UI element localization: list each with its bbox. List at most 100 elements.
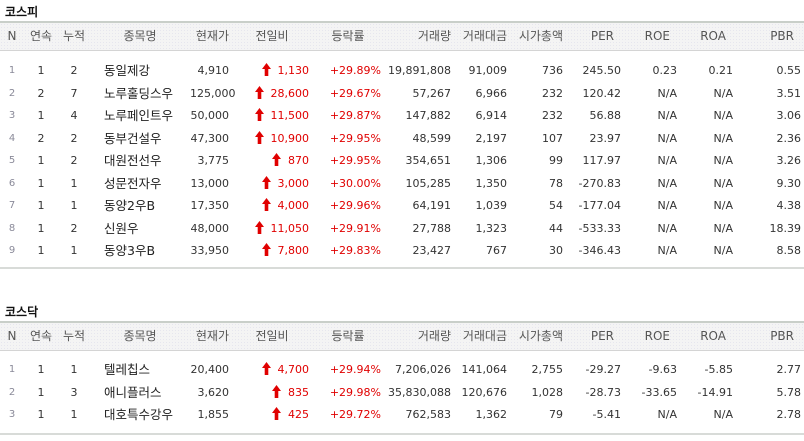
cell-roa: N/A <box>713 176 733 190</box>
table-row[interactable]: 1 1 1 텔레칩스 20,400 4,700 +29.94% 7,206,026 141,06… <box>0 359 804 381</box>
cell-trade-value: 141,064 <box>461 363 508 376</box>
cell-per: -533.33 <box>578 221 621 235</box>
cell-streak: 1 <box>37 408 45 421</box>
cell-streak: 1 <box>37 64 45 77</box>
column-header-current-price: 현재가 <box>195 29 229 43</box>
cell-cumulative: 2 <box>70 64 78 77</box>
table-row[interactable]: 9 1 1 동양3우B 33,950 7,800 +29.83% 23,427 767 30 -34… <box>0 240 804 262</box>
cell-roa: N/A <box>713 199 733 212</box>
change-value: 425 <box>288 408 309 421</box>
cell-volume: 27,788 <box>412 221 452 235</box>
cell-roe: -9.63 <box>648 363 677 376</box>
table-row[interactable]: 8 1 2 신원우 48,000 11,050 +29.91% 27,788 1,323 44 -5… <box>0 218 804 240</box>
cell-change-rate: +29.91% <box>329 221 381 235</box>
table-row[interactable]: 3 1 4 노루페인트우 50,000 11,500 +29.87% 147,882 6,914… <box>0 105 804 127</box>
cell-streak: 1 <box>37 199 45 212</box>
cell-change: 11,050 <box>232 218 312 240</box>
table-row[interactable]: 5 1 2 대원전선우 3,775 870 +29.95% 354,651 1,306 99 117… <box>0 150 804 172</box>
table-bottom-divider <box>0 433 804 435</box>
column-header-volume: 거래량 <box>417 29 451 43</box>
cell-streak: 1 <box>37 109 45 122</box>
change-value: 835 <box>288 385 309 399</box>
cell-trade-value: 1,323 <box>475 221 508 235</box>
cell-current-price: 3,620 <box>197 385 230 399</box>
cell-n: 1 <box>8 364 16 375</box>
red-up-arrow-icon <box>261 243 271 256</box>
cell-n: 6 <box>8 177 16 189</box>
cell-pbr: 18.39 <box>769 221 802 235</box>
column-header-change: 전일비 <box>255 329 289 343</box>
cell-stock-name[interactable]: 노루홀딩스우 <box>104 85 174 101</box>
cell-stock-name[interactable]: 신원우 <box>104 220 139 236</box>
cell-cumulative: 1 <box>70 244 78 257</box>
cell-stock-name[interactable]: 애니플러스 <box>104 384 162 400</box>
cell-cumulative: 2 <box>70 131 78 145</box>
cell-streak: 2 <box>37 131 45 145</box>
cell-volume: 354,651 <box>405 154 452 167</box>
cell-current-price: 48,000 <box>190 221 230 235</box>
column-header-market-cap: 시가총액 <box>518 329 563 343</box>
cell-roe: N/A <box>657 221 677 235</box>
table-row[interactable]: 1 1 2 동일제강 4,910 1,130 +29.89% 19,891,808 91,009… <box>0 60 804 82</box>
cell-stock-name[interactable]: 성문전자우 <box>104 175 162 191</box>
cell-stock-name[interactable]: 텔레칩스 <box>104 362 151 377</box>
cell-streak: 2 <box>37 86 45 100</box>
cell-trade-value: 767 <box>486 244 507 257</box>
cell-change-rate: +29.95% <box>329 131 381 145</box>
cell-market-cap: 232 <box>542 86 563 100</box>
cell-change-rate: +29.89% <box>329 64 381 77</box>
cell-stock-name[interactable]: 동일제강 <box>104 63 151 78</box>
cell-current-price: 17,350 <box>190 199 230 212</box>
cell-pbr: 9.30 <box>776 176 802 190</box>
cell-cumulative: 3 <box>70 385 78 399</box>
cell-roe: N/A <box>657 131 677 145</box>
column-header-stock-name: 종목명 <box>123 29 157 43</box>
table-row[interactable]: 6 1 1 성문전자우 13,000 3,000 +30.00% 105,285 1,350 78… <box>0 173 804 195</box>
change-value: 870 <box>288 154 309 167</box>
cell-change-rate: +29.95% <box>329 154 381 167</box>
cell-cumulative: 1 <box>70 408 78 421</box>
change-value: 11,500 <box>270 109 310 122</box>
table-row[interactable]: 7 1 1 동양2우B 17,350 4,000 +29.96% 64,191 1,039 54 -… <box>0 195 804 217</box>
cell-change: 4,000 <box>232 195 312 217</box>
cell-pbr: 2.36 <box>776 131 802 145</box>
table-row[interactable]: 2 2 7 노루홀딩스우 125,000 28,600 +29.67% 57,267 6,966… <box>0 83 804 105</box>
cell-stock-name[interactable]: 동양3우B <box>104 243 156 258</box>
cell-stock-name[interactable]: 동부건설우 <box>104 130 162 146</box>
cell-trade-value: 2,197 <box>475 131 508 145</box>
cell-market-cap: 2,755 <box>531 363 564 376</box>
cell-per: -5.41 <box>592 408 621 421</box>
column-header-streak: 연속 <box>29 329 53 343</box>
cell-roa: N/A <box>713 131 733 145</box>
cell-n: 2 <box>8 386 16 398</box>
cell-volume: 57,267 <box>412 86 452 100</box>
cell-roa: N/A <box>713 221 733 235</box>
table-row[interactable]: 2 1 3 애니플러스 3,620 835 +29.98% 35,830,088 120,676… <box>0 382 804 404</box>
table-row[interactable]: 3 1 1 대호특수강우 1,855 425 +29.72% 762,583 1,362 79 -5… <box>0 404 804 426</box>
column-header-streak: 연속 <box>29 29 53 43</box>
cell-current-price: 4,910 <box>197 64 230 77</box>
cell-roe: N/A <box>657 408 677 421</box>
change-value: 11,050 <box>270 221 310 235</box>
cell-n: 8 <box>8 222 16 234</box>
cell-pbr: 0.55 <box>776 64 802 77</box>
cell-current-price: 33,950 <box>190 244 230 257</box>
change-value: 4,000 <box>277 199 310 212</box>
cell-stock-name[interactable]: 대원전선우 <box>104 153 162 168</box>
change-value: 10,900 <box>270 131 310 145</box>
cell-roa: N/A <box>713 408 733 421</box>
cell-market-cap: 78 <box>549 176 563 190</box>
table-bottom-divider <box>0 267 804 269</box>
cell-stock-name[interactable]: 대호특수강우 <box>104 407 174 422</box>
cell-stock-name[interactable]: 동양2우B <box>104 198 156 213</box>
change-value: 7,800 <box>277 244 310 257</box>
cell-n: 5 <box>8 155 16 166</box>
table-row[interactable]: 4 2 2 동부건설우 47,300 10,900 +29.95% 48,599 2,197 10… <box>0 128 804 150</box>
cell-per: 117.97 <box>582 154 622 167</box>
cell-volume: 762,583 <box>405 408 452 421</box>
cell-current-price: 50,000 <box>190 109 230 122</box>
red-up-arrow-icon <box>272 384 281 398</box>
cell-streak: 1 <box>37 176 45 190</box>
change-value: 4,700 <box>277 363 310 376</box>
cell-stock-name[interactable]: 노루페인트우 <box>104 108 174 123</box>
